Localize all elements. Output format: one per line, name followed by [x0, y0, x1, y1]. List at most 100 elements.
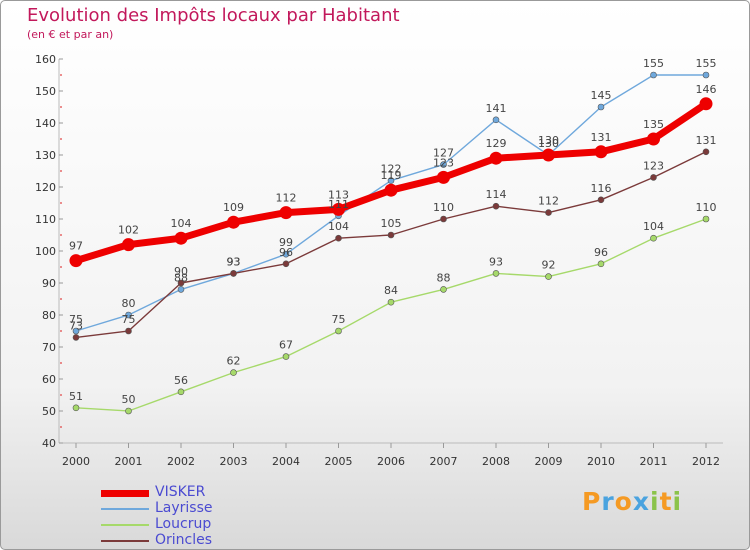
- y-minor-tick: [60, 394, 62, 396]
- legend-label: Orincles: [155, 532, 213, 548]
- y-tick-label: 160: [35, 53, 56, 66]
- y-tick-label: 110: [35, 213, 56, 226]
- data-label: 141: [486, 102, 507, 115]
- x-tick-label: 2008: [482, 455, 510, 468]
- logo-letter: t: [659, 487, 673, 516]
- data-label: 112: [276, 192, 297, 205]
- data-label: 119: [381, 169, 402, 182]
- data-point: [492, 202, 500, 210]
- data-label: 67: [279, 339, 293, 352]
- y-tick-label: 50: [42, 405, 56, 418]
- data-label: 105: [381, 217, 402, 230]
- data-label: 104: [328, 220, 349, 233]
- data-label: 97: [69, 240, 83, 253]
- data-point: [282, 250, 290, 258]
- data-point: [650, 71, 657, 79]
- data-label: 96: [594, 246, 608, 259]
- data-point: [545, 273, 552, 280]
- y-minor-tick: [60, 426, 62, 428]
- logo-letter: x: [632, 487, 650, 516]
- x-tick-label: 2004: [272, 455, 300, 468]
- data-label: 155: [696, 57, 717, 70]
- y-tick-label: 90: [42, 277, 56, 290]
- data-point: [72, 327, 80, 335]
- series-orincles: [72, 148, 710, 341]
- data-label: 93: [489, 255, 503, 268]
- x-tick-label: 2002: [167, 455, 195, 468]
- data-label: 130: [538, 137, 559, 150]
- data-label: 88: [437, 271, 451, 284]
- legend-item-loucrup: Loucrup: [101, 516, 301, 533]
- logo-letter: P: [582, 487, 602, 516]
- data-point: [227, 215, 240, 229]
- x-tick-label: 2005: [325, 455, 353, 468]
- data-label: 56: [174, 374, 188, 387]
- logo-letter: o: [614, 487, 633, 516]
- data-label: 122: [381, 163, 402, 176]
- legend-swatch: [101, 524, 149, 526]
- data-point: [650, 174, 657, 181]
- data-point: [125, 311, 132, 319]
- logo-letter: i: [650, 487, 660, 516]
- data-point: [440, 161, 447, 168]
- data-label: 110: [433, 201, 454, 214]
- y-minor-tick: [60, 298, 62, 300]
- chart-axes: 40 50 60 70 80 90 100 110 120 130 140 150 160 2000 200…: [35, 53, 723, 468]
- series-loucrup: [72, 215, 710, 415]
- x-tick-label: 2003: [220, 455, 248, 468]
- legend-item-orincles: Orincles: [101, 532, 301, 549]
- data-point: [122, 238, 135, 252]
- data-point: [437, 170, 450, 184]
- data-label: 127: [433, 147, 454, 160]
- y-tick-label: 40: [42, 437, 56, 450]
- x-tick-label: 2006: [377, 455, 405, 468]
- data-point: [230, 270, 237, 277]
- y-minor-tick: [60, 170, 62, 172]
- data-label: 130: [538, 134, 559, 147]
- data-label: 145: [591, 89, 612, 102]
- logo-letter: r: [601, 487, 615, 516]
- data-point: [332, 202, 345, 216]
- data-point: [282, 260, 290, 268]
- y-tick-label: 100: [35, 245, 56, 258]
- data-label: 93: [227, 255, 241, 268]
- legend-swatch: [101, 540, 149, 542]
- data-point: [597, 196, 605, 204]
- data-point: [72, 334, 80, 341]
- y-minor-tick: [60, 362, 62, 364]
- legend-swatch: [101, 490, 149, 497]
- x-tick-label: 2009: [535, 455, 563, 468]
- legend-label: Layrisse: [155, 500, 213, 516]
- data-point: [177, 388, 185, 396]
- data-label: 50: [122, 393, 136, 406]
- data-point: [125, 407, 132, 415]
- y-tick-label: 60: [42, 373, 56, 386]
- y-minor-tick: [60, 138, 62, 140]
- data-point: [594, 145, 608, 159]
- series-visker: [69, 97, 713, 268]
- data-label: 96: [279, 246, 293, 259]
- series-line: [75, 218, 707, 412]
- data-point: [282, 353, 290, 360]
- data-label: 51: [69, 390, 83, 403]
- data-label: 111: [328, 198, 349, 211]
- data-point: [597, 103, 605, 111]
- data-point: [545, 209, 552, 216]
- y-tick-label: 80: [42, 309, 56, 322]
- data-label: 99: [279, 236, 293, 249]
- data-label: 112: [538, 195, 559, 208]
- data-label: 102: [118, 224, 139, 237]
- data-point: [125, 327, 132, 335]
- data-label: 123: [643, 159, 664, 172]
- data-point: [492, 270, 500, 277]
- data-label: 129: [486, 137, 507, 150]
- chart-legend: VISKER Layrisse Loucrup Orincles: [101, 484, 301, 549]
- data-point: [177, 286, 185, 293]
- data-label: 75: [122, 313, 136, 326]
- data-point: [702, 71, 710, 79]
- data-point: [72, 404, 80, 412]
- data-label: 131: [696, 134, 717, 147]
- data-point: [699, 97, 713, 111]
- data-label: 146: [696, 83, 717, 96]
